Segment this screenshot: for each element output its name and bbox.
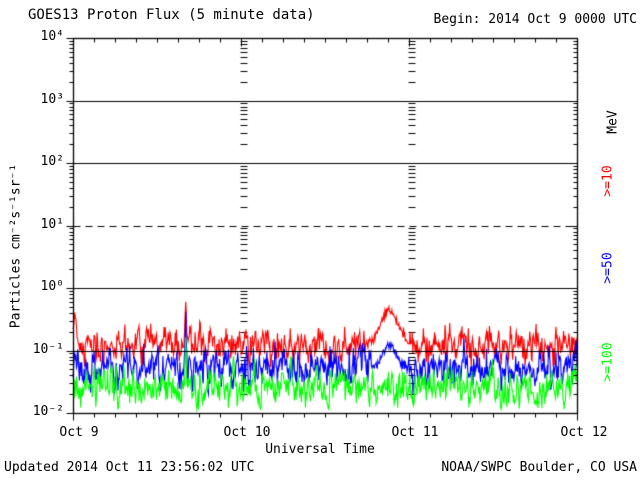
y-tick-1e0: 10⁰ <box>40 279 64 294</box>
x-tick-oct11: Oct 11 <box>391 425 439 440</box>
legend-entry-ge100: >=100 <box>600 342 616 382</box>
y-tick-1e4: 10⁴ <box>40 29 64 44</box>
x-axis-label: Universal Time <box>265 442 375 457</box>
y-tick-1e-2: 10⁻² <box>32 404 64 419</box>
y-tick-1e2: 10² <box>40 154 64 169</box>
y-tick-1e3: 10³ <box>40 92 64 107</box>
legend-entry-ge10: >=10 <box>600 165 616 197</box>
y-axis-label: Particles cm⁻²s⁻¹sr⁻¹ <box>8 163 24 329</box>
begin-timestamp: Begin: 2014 Oct 9 0000 UTC <box>433 12 638 27</box>
updated-timestamp: Updated 2014 Oct 11 23:56:02 UTC <box>4 460 255 475</box>
y-tick-1e-1: 10⁻¹ <box>32 342 64 357</box>
chart-title: GOES13 Proton Flux (5 minute data) <box>28 7 315 23</box>
source-attribution: NOAA/SWPC Boulder, CO USA <box>441 460 637 475</box>
legend-units-mev: MeV <box>605 110 621 134</box>
x-tick-oct9: Oct 9 <box>59 425 99 440</box>
legend-entry-ge50: >=50 <box>600 252 616 284</box>
x-tick-oct12: Oct 12 <box>560 425 608 440</box>
y-tick-1e1: 10¹ <box>40 217 64 232</box>
x-tick-oct10: Oct 10 <box>223 425 271 440</box>
